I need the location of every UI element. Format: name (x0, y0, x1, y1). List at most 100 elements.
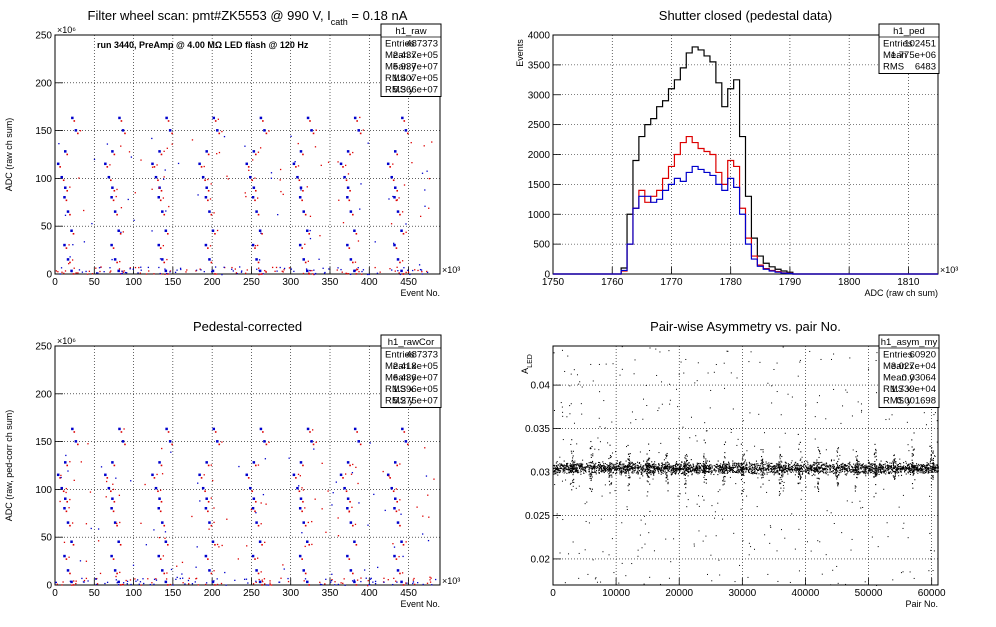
asym-point (637, 473, 639, 475)
asym-point (789, 581, 791, 583)
asym-point (844, 467, 846, 469)
asym-point (647, 463, 650, 465)
asym-point (731, 470, 733, 472)
asym-point (598, 472, 600, 474)
asym-point (724, 472, 726, 474)
asym-point (911, 467, 913, 469)
asym-point (738, 468, 740, 470)
asym-point (794, 548, 796, 550)
asym-point (873, 468, 875, 470)
asym-point (592, 455, 594, 457)
cor-point (299, 461, 303, 464)
asym-point (870, 465, 872, 467)
asym-point (684, 474, 686, 476)
asym-point (851, 471, 853, 473)
raw-point (71, 259, 74, 261)
asym-point (875, 450, 877, 452)
raw-point (392, 179, 395, 182)
raw-point (214, 120, 217, 122)
asym-point (758, 464, 760, 466)
asym-point (555, 469, 557, 471)
raw-point (211, 269, 215, 273)
asym-point (602, 465, 604, 467)
asym-point (595, 473, 597, 475)
asym-point (648, 532, 650, 534)
asym-point (715, 466, 717, 468)
asym-point (681, 461, 683, 463)
asym-point (805, 470, 807, 472)
asym-point (578, 552, 580, 554)
asym-point (704, 422, 706, 424)
asym-ytick-label: 0.04 (531, 381, 551, 392)
ped-ytick-label: 2000 (528, 150, 551, 161)
asym-point (783, 472, 785, 474)
asym-point (654, 470, 656, 472)
raw-point (72, 244, 74, 246)
asym-point (933, 467, 935, 469)
asym-point (620, 474, 622, 476)
raw-point (399, 261, 401, 264)
asym-point (637, 555, 639, 557)
asym-point (932, 452, 934, 454)
cor-point (298, 554, 302, 558)
asym-point (681, 468, 683, 470)
asym-point (926, 464, 928, 466)
asym-point (612, 472, 614, 474)
raw-xtick-label: 450 (400, 277, 417, 288)
asym-point (874, 469, 876, 471)
ped-xexp: ×10³ (940, 265, 958, 275)
cor-point (64, 497, 67, 500)
asym-point (829, 468, 831, 470)
asym-point (751, 471, 754, 473)
asym-point (568, 472, 570, 474)
raw-point (399, 213, 401, 216)
asym-point (611, 468, 613, 470)
asym-point (676, 461, 678, 463)
asym-point (871, 536, 873, 538)
asym-point (576, 470, 578, 472)
asym-point (830, 512, 832, 514)
asym-point (927, 463, 929, 465)
asym-point (575, 487, 577, 489)
cor-point (327, 490, 329, 492)
cor-point (214, 584, 216, 586)
asym-point (764, 432, 766, 434)
cor-point (395, 580, 397, 582)
raw-point (168, 205, 170, 208)
asym-point (740, 469, 742, 471)
raw-xexp: ×10³ (442, 265, 460, 275)
asym-point (569, 483, 571, 485)
asym-point (934, 468, 936, 470)
asym-point (820, 466, 822, 468)
raw-point (169, 271, 171, 273)
asym-point (929, 470, 931, 472)
cor-point (414, 583, 416, 585)
asym-point (625, 472, 628, 474)
asym-point (749, 465, 751, 468)
cor-xlabel: Event No. (400, 599, 440, 609)
asym-point (921, 465, 923, 467)
raw-point (411, 162, 413, 164)
asym-point (818, 467, 820, 469)
asym-point (908, 469, 910, 471)
raw-point (306, 229, 309, 232)
asym-point (620, 468, 622, 470)
cor-point (59, 477, 61, 479)
asym-point (845, 474, 847, 476)
asym-point (762, 470, 764, 472)
asym-point (797, 467, 799, 469)
asym-point (703, 439, 705, 441)
asym-point (930, 466, 932, 468)
cor-point (237, 558, 239, 560)
asym-point (750, 468, 752, 470)
raw-point (419, 268, 422, 271)
raw-point (119, 232, 122, 235)
asym-point (915, 467, 917, 469)
asym-point (648, 475, 650, 478)
asym-point (639, 466, 641, 468)
asym-point (854, 466, 856, 468)
asym-point (602, 461, 604, 463)
raw-point (110, 196, 113, 199)
ped-stats-box (878, 23, 940, 74)
asym-point (769, 525, 771, 527)
